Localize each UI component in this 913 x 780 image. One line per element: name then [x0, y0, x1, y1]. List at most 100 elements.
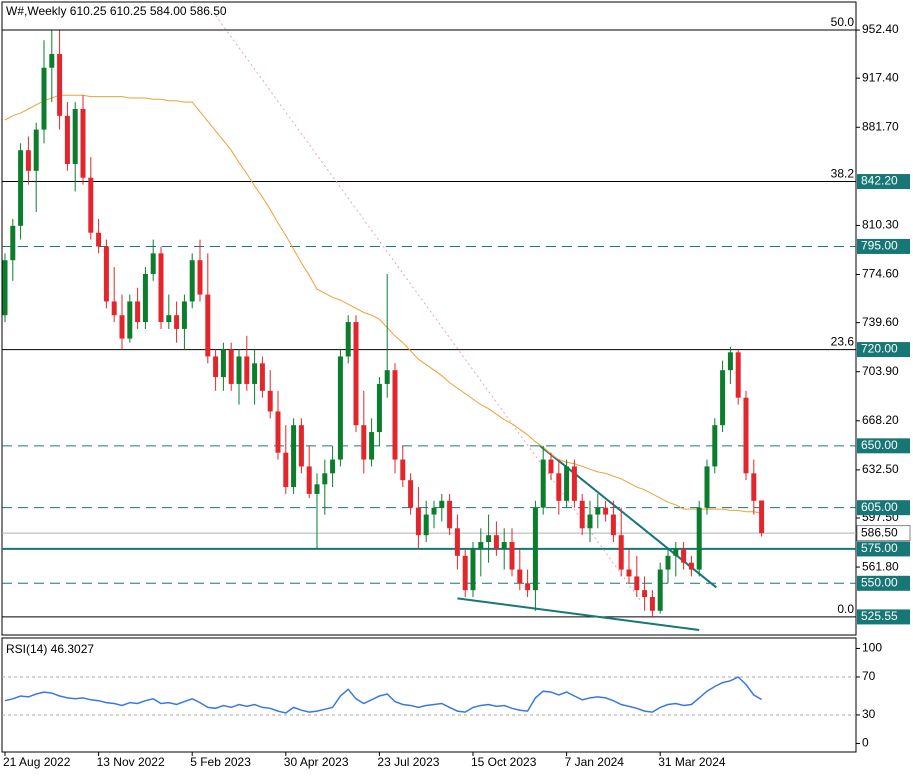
rsi-panel — [1, 637, 857, 753]
candle-body — [532, 507, 538, 591]
candle-body — [135, 301, 141, 323]
candle-body — [10, 225, 16, 261]
x-tick-label: 5 Feb 2023 — [190, 755, 251, 769]
candle-body — [540, 459, 546, 508]
candle-body — [493, 535, 499, 549]
y-tick-label: 668.20 — [862, 413, 899, 427]
candle-body — [103, 246, 109, 302]
candle-body — [150, 253, 156, 274]
y-tick-label: 774.60 — [862, 267, 899, 281]
candle-body — [743, 397, 749, 474]
level-label: 842.20 — [861, 174, 898, 188]
candle-body — [579, 500, 585, 529]
candle-body — [18, 150, 24, 226]
candle-body — [298, 425, 304, 467]
candle-body — [189, 260, 195, 302]
candle-body — [259, 363, 265, 391]
last-price-box — [856, 525, 911, 542]
candle-body — [72, 108, 78, 164]
level-box — [857, 238, 910, 254]
candle-body — [478, 542, 484, 549]
candle-body — [275, 411, 281, 453]
candle-body — [595, 507, 601, 515]
candle-body — [291, 425, 297, 488]
level-label: 795.00 — [861, 239, 898, 253]
x-tick-label: 23 Jul 2023 — [377, 755, 439, 769]
fib-label: 50.0 — [831, 15, 855, 29]
candle-body — [181, 301, 187, 329]
candle-body — [25, 150, 31, 171]
rsi-tick-label: 0 — [862, 736, 869, 750]
candle-body — [33, 129, 39, 171]
candle-body — [548, 459, 554, 474]
x-tick-label: 13 Nov 2022 — [97, 755, 165, 769]
candle-body — [41, 67, 47, 130]
trendline — [215, 15, 641, 601]
candle-body — [205, 294, 211, 357]
candle-body — [166, 315, 172, 323]
x-tick-label: 15 Oct 2023 — [471, 755, 537, 769]
candle-body — [127, 301, 133, 339]
level-box — [857, 174, 910, 190]
level-label: 720.00 — [861, 342, 898, 356]
candle-body — [314, 484, 320, 494]
candle-body — [681, 548, 687, 563]
candle-body — [525, 583, 531, 591]
fib-label: 0.0 — [837, 602, 854, 616]
candle-body — [688, 562, 694, 570]
level-label: 525.55 — [861, 609, 898, 623]
candle-body — [384, 370, 390, 384]
candle-body — [439, 500, 445, 508]
candle-body — [735, 352, 741, 398]
x-tick-label: 30 Apr 2023 — [284, 755, 349, 769]
moving-average — [4, 94, 762, 514]
candle-body — [80, 108, 86, 178]
y-tick-label: 810.30 — [862, 218, 899, 232]
level-box — [857, 575, 910, 591]
candle-body — [509, 542, 515, 570]
candle-body — [306, 466, 312, 494]
x-tick-label: 7 Jan 2024 — [565, 755, 625, 769]
candle-body — [556, 473, 562, 501]
candle-body — [587, 514, 593, 529]
candle-body — [57, 53, 63, 116]
candle-body — [158, 253, 164, 323]
candle-body — [392, 370, 398, 460]
candle-body — [423, 514, 429, 536]
rsi-tick-label: 100 — [862, 641, 882, 655]
level-box — [857, 500, 910, 516]
rsi-line — [4, 676, 762, 714]
candle-body — [649, 597, 655, 611]
y-tick-label: 881.70 — [862, 119, 899, 133]
trendline — [539, 445, 717, 589]
candle-body — [665, 555, 671, 570]
candle-body — [618, 535, 624, 570]
y-tick-label: 632.50 — [862, 462, 899, 476]
candle-body — [571, 466, 577, 501]
candle-body — [696, 507, 702, 570]
level-box — [857, 541, 910, 557]
candle-body — [501, 542, 507, 549]
candle-body — [673, 548, 679, 556]
candle-body — [283, 452, 289, 488]
candle-body — [111, 301, 117, 316]
candle-body — [142, 273, 148, 323]
fib-label: 23.6 — [831, 335, 855, 349]
candle-body — [626, 569, 632, 577]
rsi-tick-label: 30 — [862, 707, 876, 721]
candle-body — [96, 232, 102, 247]
candle-body — [236, 356, 242, 384]
candle-body — [634, 576, 640, 591]
fib-label: 38.2 — [831, 167, 855, 181]
y-tick-label: 739.60 — [862, 315, 899, 329]
candle-body — [322, 473, 328, 485]
level-label: 605.00 — [861, 500, 898, 514]
candle-body — [174, 315, 180, 329]
x-tick-label: 31 Mar 2024 — [658, 755, 726, 769]
candle-body — [408, 480, 414, 508]
candle-body — [704, 466, 710, 508]
level-label: 650.00 — [861, 438, 898, 452]
level-label: 575.00 — [861, 541, 898, 555]
candle-body — [252, 363, 258, 384]
